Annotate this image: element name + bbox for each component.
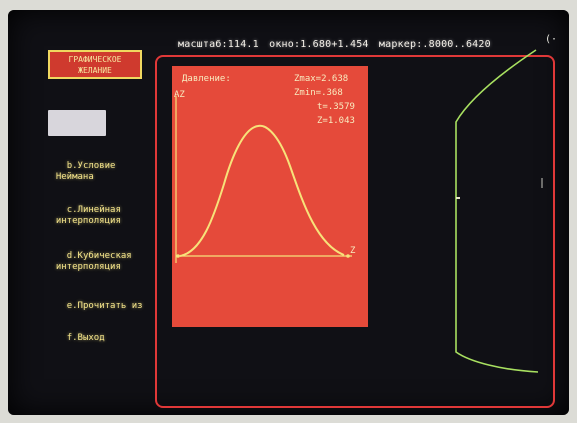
menu-item-letter: d.: [66, 251, 78, 261]
menu-item-letter: c.: [66, 205, 78, 215]
menu-item-label: Линейная интерполяция: [55, 205, 121, 226]
status-bar: масштаб:114.1 окно:1.680+1.454 маркер:.8…: [178, 39, 495, 50]
window-readout: окно:1.680+1.454: [269, 39, 369, 50]
marker-readout: маркер:.8000..6420: [378, 39, 491, 50]
menu-item-letter: b.: [66, 161, 78, 171]
crt-screen: масштаб:114.1 окно:1.680+1.454 маркер:.8…: [8, 10, 569, 415]
menu-selection-highlight[interactable]: [48, 110, 106, 136]
t-readout: t=.3579: [317, 102, 355, 112]
plot-caption: Давление:: [182, 74, 231, 84]
menu-item-letter: e.: [66, 301, 78, 311]
scale-readout: масштаб:114.1: [178, 39, 259, 50]
menu-item-letter: f.: [66, 333, 78, 343]
x-axis-end-label: Z: [350, 246, 356, 256]
menu-item-label: Условие Неймана: [55, 161, 116, 182]
plot-svg: [175, 96, 352, 263]
curve-start-point: [176, 254, 180, 258]
menu-item-neumann[interactable]: b.Условие Неймана: [45, 150, 116, 194]
menu-item-label: Выход: [77, 333, 105, 343]
menu-item-cubic-interpolation[interactable]: d.Кубическая интерполяция: [45, 240, 132, 284]
menu-title: ГРАФИЧЕСКОЕ ЖЕЛАНИЕ: [48, 50, 142, 79]
menu-title-line2: ЖЕЛАНИЕ: [78, 66, 112, 75]
menu-item-read-from[interactable]: e.Прочитать из: [45, 290, 143, 323]
z-max-readout: Zmax=2.638: [294, 74, 349, 84]
plot-panel[interactable]: Давление: AZ Zmax=2.638 Zmin=.368 t=.357…: [172, 66, 368, 327]
menu-item-linear-interpolation[interactable]: c.Линейная интерполяция: [45, 194, 121, 238]
graph-frame: [155, 55, 555, 408]
side-view-svg: [455, 49, 543, 373]
z-min-readout: Zmin=.368: [294, 88, 343, 98]
menu-item-label: Прочитать из: [77, 301, 143, 311]
pressure-curve: [179, 124, 345, 257]
menu-item-label: Кубическая интерполяция: [55, 251, 132, 272]
curve-end-point: [346, 254, 350, 258]
z-readout: Z=1.043: [317, 116, 355, 126]
corner-glyph: (·: [545, 34, 558, 45]
y-axis-label: AZ: [174, 90, 185, 100]
menu-item-exit[interactable]: f.Выход: [45, 322, 105, 355]
profile-curve: [455, 49, 539, 373]
menu-title-line1: ГРАФИЧЕСКОЕ: [68, 55, 122, 64]
